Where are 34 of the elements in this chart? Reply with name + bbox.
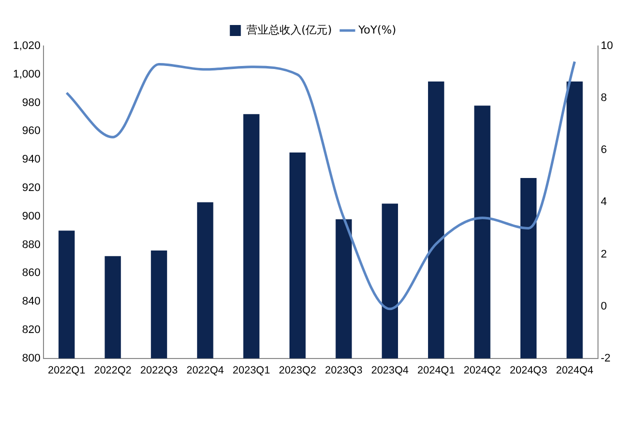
x-tick-label: 2022Q4 — [186, 364, 224, 377]
y-tick-label: 940 — [22, 154, 41, 166]
x-tick-label: 2023Q3 — [325, 364, 363, 377]
y2-tick-label: 8 — [600, 92, 607, 104]
x-tick-label: 2022Q1 — [48, 364, 86, 377]
x-tick-label: 2024Q1 — [417, 364, 455, 377]
x-tick-label: 2024Q2 — [464, 364, 502, 377]
y-tick-label: 920 — [22, 182, 41, 194]
y2-tick-label: 10 — [600, 40, 614, 52]
x-tick-label: 2022Q3 — [140, 364, 178, 377]
x-tick-label: 2023Q1 — [232, 364, 270, 377]
y-tick-label: 880 — [22, 238, 41, 251]
y2-tick-label: 0 — [600, 300, 607, 312]
y-tick-label: 980 — [22, 96, 41, 109]
y2-tick-label: 2 — [600, 248, 607, 260]
legend-label: YoY(%) — [357, 23, 396, 36]
y-tick-label: 900 — [22, 210, 41, 222]
legend-label: 营业总收入(亿元) — [246, 23, 332, 36]
y2-tick-label: 6 — [600, 144, 607, 156]
y-tick-label: 1,020 — [12, 40, 41, 52]
line-series — [65, 60, 576, 310]
x-tick-label: 2022Q2 — [94, 364, 132, 377]
x-tick-label: 2024Q4 — [556, 364, 594, 377]
y-tick-label: 860 — [22, 267, 41, 280]
y2-tick-label: -2 — [600, 352, 611, 364]
y-tick-label: 820 — [22, 324, 41, 336]
y-tick-label: 960 — [22, 125, 41, 138]
y-tick-label: 800 — [22, 352, 41, 364]
y-tick-label: 1,000 — [12, 68, 41, 80]
y2-tick-label: 4 — [600, 196, 607, 208]
x-tick-label: 2023Q4 — [371, 364, 409, 377]
x-tick-label: 2023Q2 — [278, 364, 316, 377]
x-tick-label: 2024Q3 — [510, 364, 548, 377]
y-tick-label: 840 — [22, 296, 41, 308]
